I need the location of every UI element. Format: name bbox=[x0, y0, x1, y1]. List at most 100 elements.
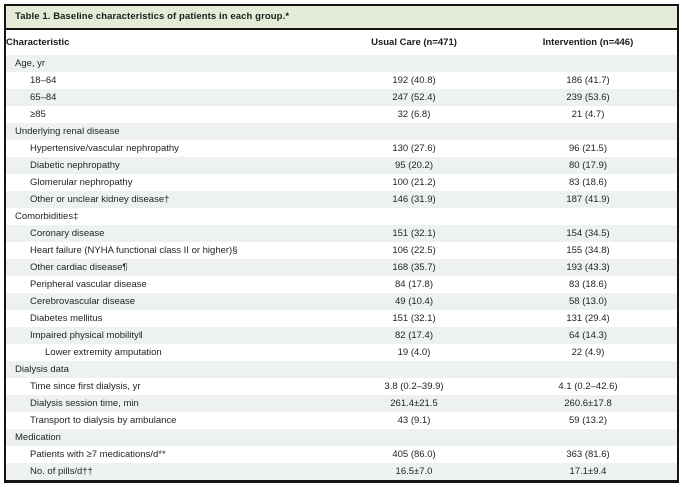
table-row: 65–84 247 (52.4) 239 (53.6) bbox=[6, 89, 677, 106]
row-value-usual-care bbox=[329, 123, 499, 140]
section-row: Underlying renal disease bbox=[6, 123, 677, 140]
table-header-row: Characteristic Usual Care (n=471) Interv… bbox=[6, 30, 677, 55]
row-value-usual-care: 247 (52.4) bbox=[392, 92, 436, 103]
row-label: Transport to dialysis by ambulance bbox=[30, 415, 177, 426]
table-row: Coronary disease 151 (32.1) 154 (34.5) bbox=[6, 225, 677, 242]
table-row: ≥85 32 (6.8) 21 (4.7) bbox=[6, 106, 677, 123]
row-value-usual-care: 130 (27.6) bbox=[392, 143, 436, 154]
row-label: Glomerular nephropathy bbox=[30, 177, 133, 188]
row-value-intervention bbox=[499, 361, 677, 378]
row-label: Patients with ≥7 medications/d** bbox=[30, 449, 166, 460]
table-row: Hypertensive/vascular nephropathy 130 (27… bbox=[6, 140, 677, 157]
row-label: ≥85 bbox=[30, 109, 46, 120]
table-row: Patients with ≥7 medications/d** 405 (86.… bbox=[6, 446, 677, 463]
row-label: Hypertensive/vascular nephropathy bbox=[30, 143, 179, 154]
row-label: Other or unclear kidney disease† bbox=[30, 194, 170, 205]
table-title: Table 1. Baseline characteristics of pat… bbox=[15, 11, 290, 22]
row-label: Diabetes mellitus bbox=[30, 313, 103, 324]
row-value-intervention bbox=[499, 208, 677, 225]
table-row: Lower extremity amputation 19 (4.0) 22 (4.… bbox=[6, 344, 677, 361]
row-value-intervention bbox=[499, 429, 677, 446]
table-body: Age, yr 18–64 192 (40.8) 186 (41.7) 65–84 247… bbox=[6, 55, 677, 480]
row-label: Impaired physical mobility‖ bbox=[30, 330, 143, 341]
table-row: 18–64 192 (40.8) 186 (41.7) bbox=[6, 72, 677, 89]
row-value-usual-care bbox=[329, 55, 499, 72]
row-value-intervention: 155 (34.8) bbox=[566, 245, 610, 256]
row-value-intervention: 154 (34.5) bbox=[566, 228, 610, 239]
row-label: Heart failure (NYHA functional class II … bbox=[30, 245, 238, 256]
table-row: Time since first dialysis, yr 3.8 (0.2–39… bbox=[6, 378, 677, 395]
row-label: Other cardiac disease¶ bbox=[30, 262, 128, 273]
row-value-intervention: 64 (14.3) bbox=[568, 330, 608, 341]
table-row: Other or unclear kidney disease† 146 (31.… bbox=[6, 191, 677, 208]
row-value-intervention: 21 (4.7) bbox=[571, 109, 605, 120]
table-row: Diabetic nephropathy 95 (20.2) 80 (17.9) bbox=[6, 157, 677, 174]
row-value-intervention: 187 (41.9) bbox=[566, 194, 610, 205]
row-value-intervention: 363 (81.6) bbox=[566, 449, 610, 460]
row-value-intervention bbox=[499, 55, 677, 72]
row-value-intervention: 239 (53.6) bbox=[566, 92, 610, 103]
row-value-usual-care: 151 (32.1) bbox=[392, 228, 436, 239]
table-row: No. of pills/d†† 16.5±7.0 17.1±9.4 bbox=[6, 463, 677, 480]
row-value-intervention: 58 (13.0) bbox=[568, 296, 608, 307]
row-value-usual-care: 3.8 (0.2–39.9) bbox=[384, 381, 444, 392]
row-label: Peripheral vascular disease bbox=[30, 279, 147, 290]
row-value-intervention: 193 (43.3) bbox=[566, 262, 610, 273]
row-value-usual-care: 43 (9.1) bbox=[397, 415, 431, 426]
row-value-usual-care: 84 (17.8) bbox=[394, 279, 434, 290]
row-value-intervention: 4.1 (0.2–42.6) bbox=[558, 381, 618, 392]
row-value-intervention: 83 (18.6) bbox=[568, 177, 608, 188]
row-value-usual-care: 82 (17.4) bbox=[394, 330, 434, 341]
row-value-intervention: 131 (29.4) bbox=[566, 313, 610, 324]
row-value-usual-care: 151 (32.1) bbox=[392, 313, 436, 324]
row-label: Lower extremity amputation bbox=[45, 347, 162, 358]
row-value-usual-care: 261.4±21.5 bbox=[390, 398, 438, 409]
table-row: Transport to dialysis by ambulance 43 (9.… bbox=[6, 412, 677, 429]
row-value-intervention: 80 (17.9) bbox=[568, 160, 608, 171]
row-value-intervention: 260.6±17.8 bbox=[564, 398, 612, 409]
row-value-usual-care: 32 (6.8) bbox=[397, 109, 431, 120]
table-row: Dialysis session time, min 261.4±21.5 260.… bbox=[6, 395, 677, 412]
row-label: Coronary disease bbox=[30, 228, 105, 239]
row-value-usual-care: 19 (4.0) bbox=[397, 347, 431, 358]
section-row: Medication bbox=[6, 429, 677, 446]
table-row: Diabetes mellitus 151 (32.1) 131 (29.4) bbox=[6, 310, 677, 327]
row-label: Dialysis data bbox=[15, 364, 69, 375]
column-header-usual-care: Usual Care (n=471) bbox=[371, 37, 457, 48]
table-row: Cerebrovascular disease 49 (10.4) 58 (13.0… bbox=[6, 293, 677, 310]
row-label: 65–84 bbox=[30, 92, 57, 103]
row-value-usual-care: 192 (40.8) bbox=[392, 75, 436, 86]
row-label: Underlying renal disease bbox=[15, 126, 120, 137]
column-header-characteristic: Characteristic bbox=[6, 37, 70, 48]
section-row: Age, yr bbox=[6, 55, 677, 72]
row-value-intervention: 59 (13.2) bbox=[568, 415, 608, 426]
row-value-usual-care bbox=[329, 361, 499, 378]
row-label: Comorbidities‡ bbox=[15, 211, 79, 222]
row-value-intervention: 22 (4.9) bbox=[571, 347, 605, 358]
section-row: Dialysis data bbox=[6, 361, 677, 378]
row-value-usual-care: 146 (31.9) bbox=[392, 194, 436, 205]
row-value-usual-care: 95 (20.2) bbox=[394, 160, 434, 171]
row-value-usual-care bbox=[329, 429, 499, 446]
row-value-usual-care: 16.5±7.0 bbox=[395, 466, 433, 477]
row-value-usual-care: 106 (22.5) bbox=[392, 245, 436, 256]
row-value-usual-care bbox=[329, 208, 499, 225]
section-row: Comorbidities‡ bbox=[6, 208, 677, 225]
table-row: Other cardiac disease¶ 168 (35.7) 193 (43.… bbox=[6, 259, 677, 276]
table-title-bar: Table 1. Baseline characteristics of pat… bbox=[6, 6, 677, 30]
row-value-intervention bbox=[499, 123, 677, 140]
row-label: No. of pills/d†† bbox=[30, 466, 93, 477]
row-value-usual-care: 49 (10.4) bbox=[394, 296, 434, 307]
row-label: 18–64 bbox=[30, 75, 57, 86]
row-value-intervention: 83 (18.6) bbox=[568, 279, 608, 290]
row-value-intervention: 96 (21.5) bbox=[568, 143, 608, 154]
table-row: Peripheral vascular disease 84 (17.8) 83 (… bbox=[6, 276, 677, 293]
row-value-usual-care: 100 (21.2) bbox=[392, 177, 436, 188]
column-header-intervention: Intervention (n=446) bbox=[542, 37, 634, 48]
table-frame: Table 1. Baseline characteristics of pat… bbox=[4, 4, 679, 483]
row-label: Time since first dialysis, yr bbox=[30, 381, 141, 392]
table-row: Glomerular nephropathy 100 (21.2) 83 (18.6… bbox=[6, 174, 677, 191]
row-label: Diabetic nephropathy bbox=[30, 160, 120, 171]
table-row: Impaired physical mobility‖ 82 (17.4) 64 (… bbox=[6, 327, 677, 344]
table-row: Heart failure (NYHA functional class II … bbox=[6, 242, 677, 259]
